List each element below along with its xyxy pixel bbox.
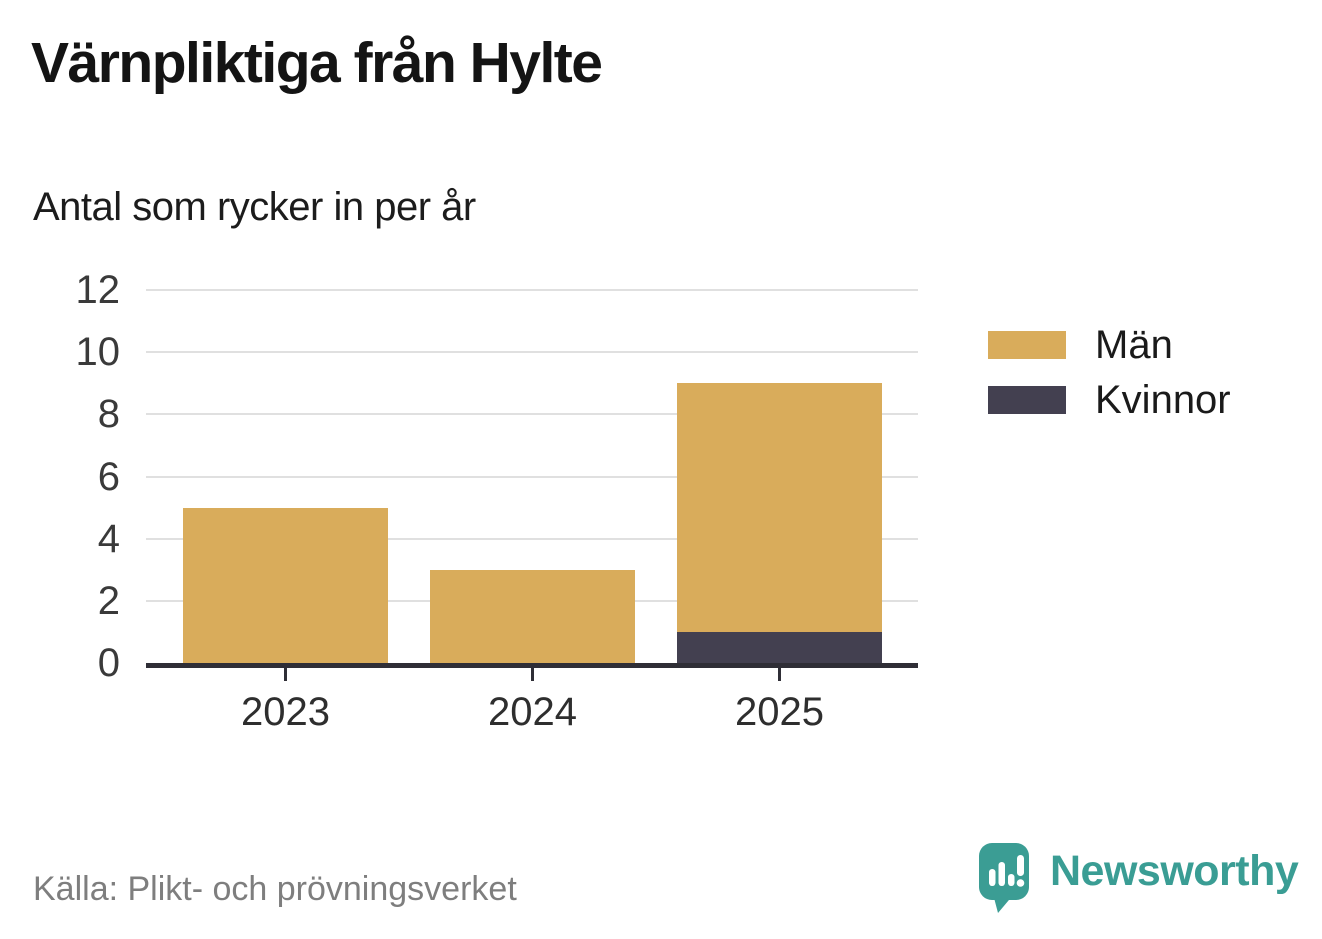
x-tick-2024 bbox=[531, 668, 534, 681]
gridline-6 bbox=[146, 475, 918, 478]
bar-2025-Kvinnor bbox=[677, 631, 882, 663]
legend: Män Kvinnor bbox=[988, 325, 1231, 440]
bar-2023-Män bbox=[183, 507, 388, 663]
gridline-10 bbox=[146, 351, 918, 354]
legend-label-Män: Män bbox=[1095, 323, 1173, 367]
bar-2024-Män bbox=[430, 569, 635, 663]
gridline-12 bbox=[146, 289, 918, 291]
brand-logo: Newsworthy bbox=[978, 842, 1299, 916]
y-tick-label-4: 4 bbox=[97, 516, 120, 561]
y-tick-label-8: 8 bbox=[97, 392, 120, 437]
legend-item-Män: Män bbox=[988, 325, 1231, 365]
y-tick-label-10: 10 bbox=[75, 330, 121, 375]
chart-title: Värnpliktiga från Hylte bbox=[31, 31, 603, 95]
legend-label-Kvinnor: Kvinnor bbox=[1095, 378, 1231, 422]
y-tick-label-6: 6 bbox=[97, 454, 120, 499]
x-axis-line bbox=[146, 663, 918, 668]
bar-2025-Män bbox=[677, 383, 882, 632]
newsworthy-icon bbox=[979, 843, 1029, 913]
x-tick-2025 bbox=[778, 668, 781, 681]
gridline-8 bbox=[146, 413, 918, 416]
x-tick-label-2024: 2024 bbox=[488, 690, 577, 734]
x-tick-2023 bbox=[284, 668, 287, 681]
source-note: Källa: Plikt- och prövningsverket bbox=[33, 870, 517, 908]
x-tick-label-2023: 2023 bbox=[241, 690, 330, 734]
y-tick-label-0: 0 bbox=[97, 641, 120, 685]
y-tick-label-2: 2 bbox=[97, 578, 120, 623]
y-tick-label-12: 12 bbox=[75, 268, 121, 312]
chart-subtitle: Antal som rycker in per år bbox=[33, 185, 476, 229]
legend-swatch-Kvinnor bbox=[988, 386, 1066, 414]
brand-name: Newsworthy bbox=[1050, 847, 1299, 895]
legend-item-Kvinnor: Kvinnor bbox=[988, 380, 1231, 420]
legend-swatch-Män bbox=[988, 331, 1066, 359]
gridline-4 bbox=[146, 537, 918, 540]
x-tick-label-2025: 2025 bbox=[735, 690, 824, 734]
